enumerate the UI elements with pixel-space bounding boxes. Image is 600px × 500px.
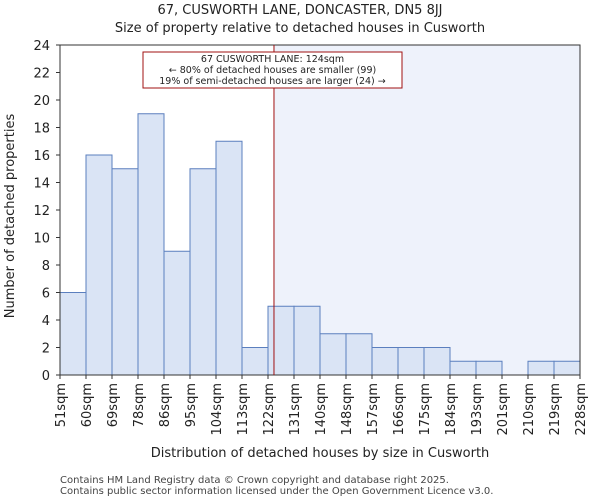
x-tick-label: 95sqm (184, 383, 199, 427)
y-tick-label: 16 (33, 149, 50, 164)
x-tick-label: 140sqm (314, 383, 329, 436)
annotation-line: 19% of semi-detached houses are larger (… (159, 76, 386, 87)
x-tick-label: 51sqm (54, 383, 69, 427)
x-tick-label: 60sqm (80, 383, 95, 427)
y-tick-label: 12 (33, 204, 50, 219)
y-tick-label: 20 (33, 94, 50, 109)
histogram-bar (319, 333, 347, 376)
chart-title: 67, CUSWORTH LANE, DONCASTER, DN5 8JJ (157, 3, 442, 18)
x-tick-label: 69sqm (106, 383, 121, 427)
x-tick-label: 157sqm (366, 383, 381, 436)
histogram-bar (553, 360, 581, 376)
histogram-bar (189, 168, 217, 376)
y-tick-label: 10 (33, 232, 50, 247)
histogram-bar (85, 154, 113, 376)
histogram-bar (293, 305, 321, 376)
larger-region-shade (273, 45, 580, 375)
histogram-bar (423, 347, 451, 376)
y-tick-label: 2 (42, 342, 50, 357)
histogram-bar (215, 140, 243, 376)
x-tick-label: 122sqm (262, 383, 277, 436)
histogram-bar (345, 333, 373, 376)
histogram-bar (241, 347, 269, 376)
x-tick-label: 78sqm (132, 383, 147, 427)
y-tick-label: 4 (42, 314, 50, 329)
x-tick-label: 175sqm (418, 383, 433, 436)
histogram-bar (267, 305, 295, 376)
y-axis-label: Number of detached properties (3, 114, 18, 319)
y-tick-label: 24 (33, 39, 50, 54)
y-tick-label: 14 (33, 177, 50, 192)
annotation-line: 67 CUSWORTH LANE: 124sqm (201, 54, 344, 65)
annotation-line: ← 80% of detached houses are smaller (99… (169, 65, 376, 76)
y-tick-label: 22 (33, 67, 50, 82)
x-tick-label: 210sqm (522, 383, 537, 436)
y-tick-label: 8 (42, 259, 50, 274)
y-tick-label: 0 (42, 369, 50, 384)
histogram-bar (527, 360, 555, 376)
histogram-bar (397, 347, 425, 376)
x-tick-label: 184sqm (444, 383, 459, 436)
y-tick-label: 6 (42, 287, 50, 302)
histogram-bar (137, 113, 165, 376)
y-tick-label: 18 (33, 122, 50, 137)
x-tick-label: 193sqm (470, 383, 485, 436)
x-tick-label: 166sqm (392, 383, 407, 436)
histogram-bar (163, 250, 191, 376)
x-tick-label: 219sqm (548, 383, 563, 436)
x-tick-label: 104sqm (210, 383, 225, 436)
footer-line-1: Contains HM Land Registry data © Crown c… (60, 475, 449, 486)
histogram-bar (449, 360, 477, 376)
x-tick-label: 228sqm (574, 383, 589, 436)
histogram-bar (111, 168, 139, 376)
x-tick-label: 86sqm (158, 383, 173, 427)
footer-line-2: Contains public sector information licen… (60, 486, 493, 497)
x-tick-label: 148sqm (340, 383, 355, 436)
x-tick-label: 201sqm (496, 383, 511, 436)
x-tick-label: 113sqm (236, 383, 251, 436)
chart-subtitle: Size of property relative to detached ho… (115, 21, 485, 36)
histogram-bar (475, 360, 503, 376)
x-tick-label: 131sqm (288, 383, 303, 436)
histogram-bar (371, 347, 399, 376)
annotation-box (142, 51, 403, 89)
histogram-bar (59, 292, 87, 376)
x-axis-label: Distribution of detached houses by size … (151, 446, 490, 461)
